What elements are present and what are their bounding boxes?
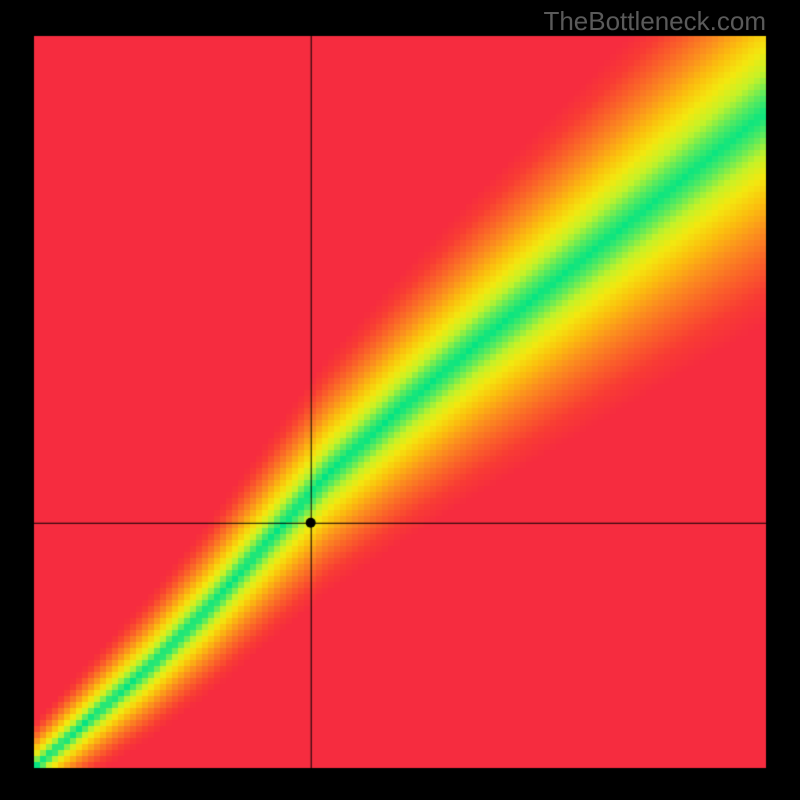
chart-container: TheBottleneck.com xyxy=(0,0,800,800)
heatmap-canvas xyxy=(0,0,800,800)
watermark-text: TheBottleneck.com xyxy=(543,6,766,37)
